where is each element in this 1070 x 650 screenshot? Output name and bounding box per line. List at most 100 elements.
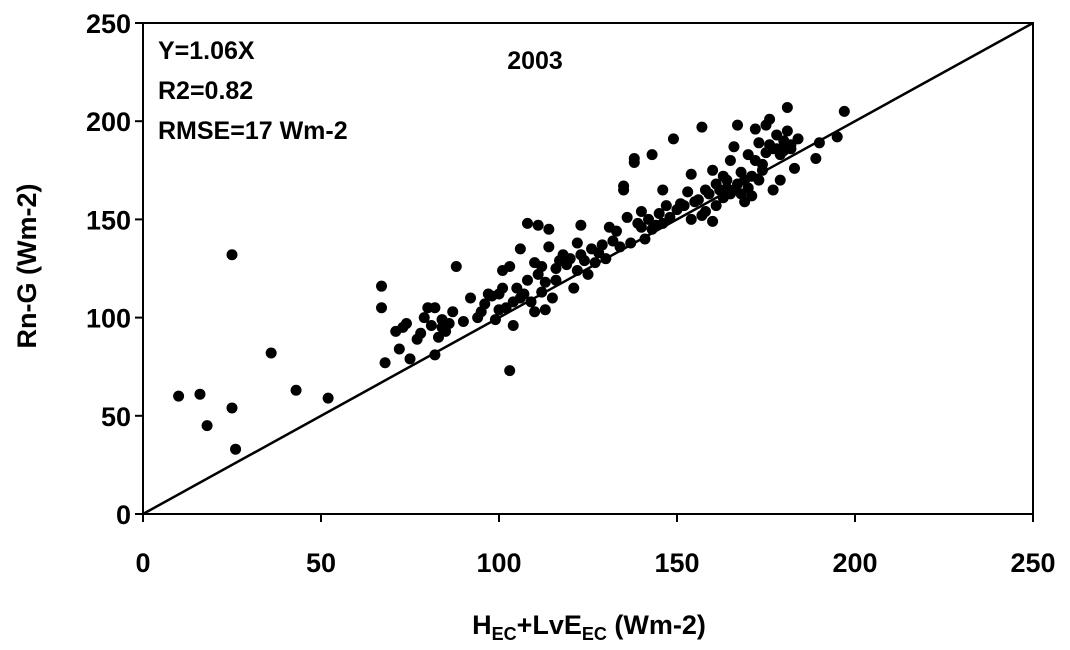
data-point [667,133,679,145]
data-point [457,316,469,328]
data-point [710,200,722,212]
x-tick-labels: 0 50 100 150 200 250 [135,548,1055,578]
data-point [226,402,238,414]
y-tick-label: 250 [86,9,131,39]
data-point [265,347,277,359]
x-tick-label: 150 [654,548,699,578]
x-axis-title: HEC+LvEEC (Wm-2) [472,610,706,644]
x-tick-label: 250 [1010,548,1055,578]
data-point [507,319,519,331]
data-point [550,274,562,286]
data-point [838,105,850,117]
data-point [546,292,558,304]
data-point [322,392,334,404]
data-point [724,154,736,166]
x-tick-label: 50 [306,548,336,578]
chart-title: 2003 [507,47,563,75]
r-squared-label: R2=0.82 [158,77,253,105]
data-point [543,223,555,235]
data-point [479,298,491,310]
data-point [732,119,744,131]
data-point [514,243,526,255]
x-axis-title-sub-1: EC [492,624,517,644]
y-tick-label: 100 [86,304,131,334]
data-point [418,312,430,324]
data-point [785,143,797,155]
data-point [543,241,555,253]
data-point [781,101,793,113]
x-axis-title-part-lve: +LvE [517,610,582,640]
data-point [653,208,665,220]
data-point [788,162,800,174]
data-point [685,213,697,225]
data-point [657,184,669,196]
data-point [728,141,740,153]
data-point [610,225,622,237]
data-point [571,237,583,249]
data-point [173,390,185,402]
data-point [578,255,590,267]
data-point [685,168,697,180]
x-tick-label: 0 [135,548,150,578]
data-point [703,188,715,200]
data-point [415,327,427,339]
data-point [447,306,459,318]
data-point [781,125,793,137]
data-point [618,184,630,196]
y-axis-title: Rn-G (Wm-2) [12,184,42,349]
x-axis-title-sub-2: EC [582,624,607,644]
data-point [707,164,719,176]
data-point [692,194,704,206]
data-point [753,174,765,186]
plot-frame [142,22,1034,515]
y-tick-label: 50 [101,402,131,432]
data-point [699,206,711,218]
x-axis-title-part-h: H [472,610,492,640]
data-point [707,215,719,227]
one-to-one-reference-line [142,21,1034,516]
data-point [678,200,690,212]
data-point [393,343,405,355]
data-point [749,123,761,135]
data-point [539,276,551,288]
data-point [529,306,541,318]
data-point [230,443,242,455]
data-point [201,420,213,432]
y-tick-labels: 0 50 100 150 200 250 [86,9,131,530]
y-tick-label: 0 [116,500,131,530]
data-point [696,121,708,133]
y-tick-label: 150 [86,205,131,235]
x-tick-label: 200 [832,548,877,578]
data-point [226,249,238,261]
data-point [521,217,533,229]
data-point [582,268,594,280]
data-point [831,131,843,143]
data-point [425,319,437,331]
data-point [504,365,516,377]
data-point [465,292,477,304]
data-point [596,239,608,251]
data-point [682,186,694,198]
data-point [443,317,455,329]
data-point [621,211,633,223]
data-point [497,282,509,294]
data-point [450,261,462,273]
data-point [532,219,544,231]
data-point [518,288,530,300]
data-point [635,221,647,233]
data-point [664,211,676,223]
data-point [376,280,388,292]
data-point [721,174,733,186]
data-point [194,388,206,400]
data-point [767,184,779,196]
data-point [753,137,765,149]
data-point [539,304,551,316]
data-point [792,133,804,145]
rmse-label: RMSE=17 Wm-2 [158,117,348,145]
data-point [564,253,576,265]
data-point [628,156,640,168]
data-point [504,261,516,273]
data-point [429,302,441,314]
data-point [660,200,672,212]
